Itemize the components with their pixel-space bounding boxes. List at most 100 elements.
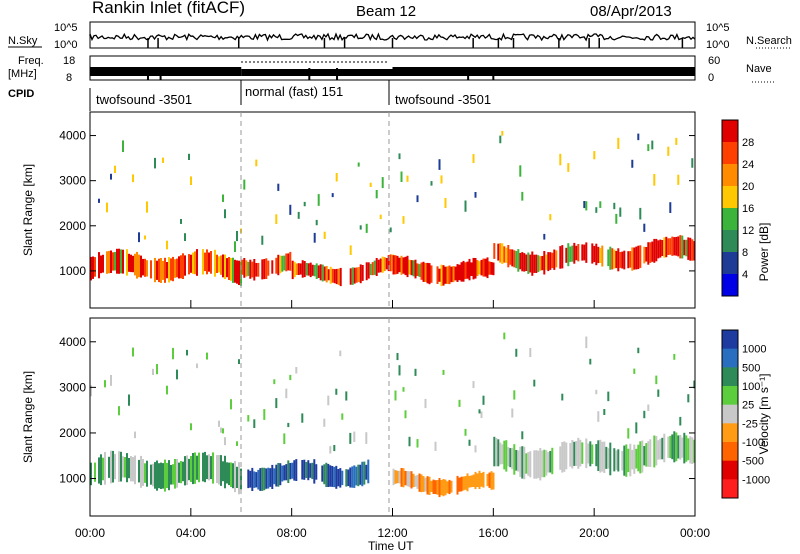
heat-cell-1: [263, 467, 266, 491]
power-colorbar-tick-3: 16: [742, 203, 754, 215]
heat-scatter-3: [647, 404, 650, 411]
heat-scatter-4: [559, 153, 562, 166]
freq-bar-twofsound-2: [392, 67, 695, 76]
heat-cell-3: [396, 255, 399, 274]
heat-cell-4: [535, 254, 538, 273]
heat-cell-3: [563, 441, 566, 472]
power-colorbar-tick-4: 12: [742, 225, 754, 237]
heat-cell-3: [480, 259, 483, 276]
heat-cell-3: [404, 256, 407, 276]
heat-cell-2: [353, 267, 356, 284]
heat-scatter-0: [154, 157, 156, 169]
heat-cell-3: [513, 444, 516, 475]
heat-scatter-2: [416, 439, 419, 448]
heat-cell-3: [669, 435, 672, 458]
nave-right-tick-bottom: 0: [708, 72, 714, 84]
heat-cell-0: [98, 457, 100, 484]
heat-scatter-0: [152, 368, 154, 376]
heat-scatter-0: [132, 174, 134, 183]
heat-cell-4: [501, 243, 504, 264]
heat-cell-3: [681, 437, 684, 458]
heat-cell-1: [257, 262, 260, 277]
heat-scatter-3: [474, 192, 477, 198]
heat-scatter-4: [599, 201, 602, 208]
heat-cell-3: [523, 446, 526, 480]
heat-cell-3: [677, 435, 680, 459]
heat-cell-1: [333, 466, 336, 488]
power-colorbar-tick-0: 28: [742, 137, 754, 149]
heat-cell-2: [410, 471, 413, 489]
heat-cell-0: [122, 249, 124, 274]
nave-right-tick-top: 60: [708, 55, 720, 67]
heat-scatter-0: [186, 349, 188, 356]
heat-scatter-4: [651, 140, 654, 150]
heat-cell-4: [547, 252, 550, 272]
heat-cell-0: [230, 258, 232, 281]
heat-cell-0: [202, 452, 204, 482]
heat-scatter-0: [236, 441, 238, 446]
heat-scatter-2: [389, 227, 392, 233]
heat-cell-4: [493, 243, 496, 259]
heat-cell-2: [321, 264, 324, 282]
heat-cell-3: [637, 444, 640, 472]
heat-cell-2: [396, 470, 399, 484]
heat-cell-0: [164, 257, 166, 283]
heat-cell-1: [277, 463, 280, 487]
heat-cell-3: [625, 444, 628, 477]
heat-cell-3: [486, 257, 489, 279]
heat-cell-3: [671, 434, 674, 460]
power-colorbar-swatch-7: [722, 274, 738, 297]
heat-cell-4: [609, 246, 612, 270]
heat-scatter-0: [146, 201, 148, 213]
heat-scatter-3: [402, 216, 405, 224]
heat-cell-3: [561, 442, 564, 473]
heat-cell-2: [381, 256, 384, 273]
power-colorbar-tick-6: 4: [742, 269, 748, 281]
heat-cell-1: [313, 459, 316, 484]
heat-cell-2: [426, 476, 429, 495]
heat-cell-1: [353, 465, 356, 488]
heat-cell-0: [128, 253, 130, 272]
heat-scatter-0: [206, 352, 208, 360]
heat-cell-4: [647, 242, 650, 265]
heat-cell-1: [271, 260, 274, 274]
heat-cell-3: [519, 446, 522, 477]
heat-cell-3: [621, 450, 624, 471]
heat-cell-4: [509, 249, 512, 265]
heat-scatter-2: [478, 409, 481, 414]
heat-scatter-1: [345, 391, 348, 401]
heat-scatter-4: [593, 151, 596, 160]
heat-scatter-1: [283, 433, 286, 445]
heat-cell-0: [136, 251, 138, 279]
heat-cell-2: [307, 263, 310, 276]
heat-scatter-3: [416, 195, 419, 203]
velocity-colorbar-swatch-7: [722, 460, 738, 480]
heat-cell-0: [214, 249, 216, 277]
heat-cell-3: [490, 262, 493, 275]
heat-cell-2: [398, 470, 401, 484]
heat-cell-0: [90, 462, 92, 486]
heat-scatter-1: [353, 431, 356, 443]
heat-scatter-1: [243, 179, 246, 190]
heat-cell-4: [633, 247, 636, 270]
heat-cell-4: [689, 237, 692, 261]
heat-scatter-4: [583, 201, 586, 209]
velocity-colorbar-tick-5: -100: [742, 437, 764, 449]
heat-cell-4: [583, 244, 586, 261]
heat-cell-3: [607, 448, 610, 469]
heat-cell-2: [470, 475, 473, 488]
heat-cell-0: [218, 455, 220, 485]
heat-scatter-0: [196, 363, 198, 369]
heat-cell-2: [309, 262, 312, 278]
heat-cell-0: [176, 258, 178, 278]
heat-scatter-4: [637, 133, 640, 141]
heat-cell-0: [126, 249, 128, 276]
heat-cell-3: [412, 260, 415, 277]
heat-cell-1: [289, 251, 292, 271]
heat-cell-3: [428, 263, 431, 285]
heat-scatter-2: [468, 439, 471, 446]
heat-cell-3: [693, 439, 696, 463]
heat-cell-4: [595, 243, 598, 266]
heat-cell-0: [236, 466, 238, 488]
heat-cell-4: [523, 253, 526, 272]
